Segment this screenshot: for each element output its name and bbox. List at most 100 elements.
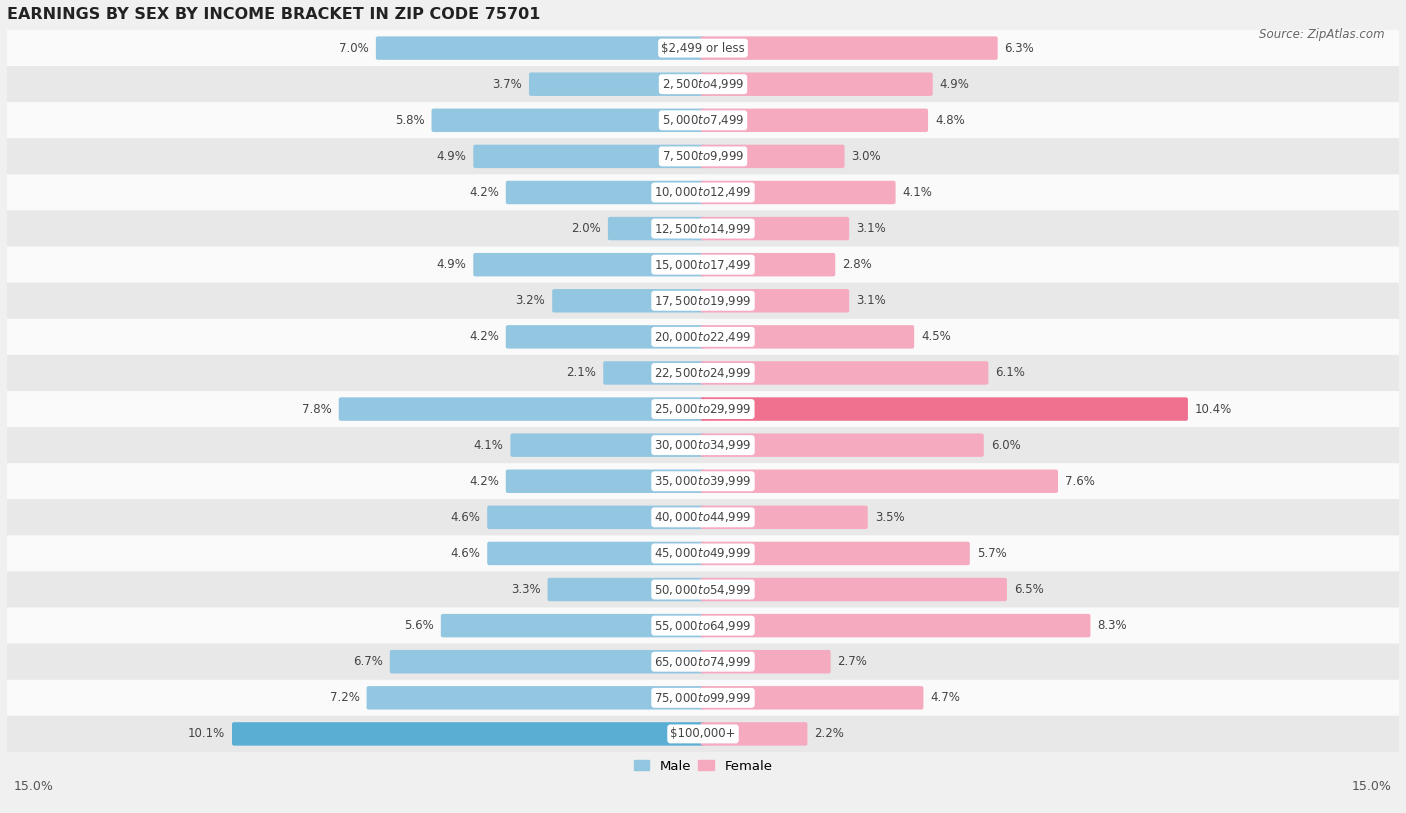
Text: 10.1%: 10.1% [188,728,225,741]
FancyBboxPatch shape [700,578,1007,602]
Text: 3.1%: 3.1% [856,294,886,307]
FancyBboxPatch shape [7,427,1399,463]
Text: 4.2%: 4.2% [470,330,499,343]
Text: 3.2%: 3.2% [516,294,546,307]
Text: $25,000 to $29,999: $25,000 to $29,999 [654,402,752,416]
FancyBboxPatch shape [529,72,706,96]
FancyBboxPatch shape [389,650,706,673]
FancyBboxPatch shape [7,607,1399,644]
Text: Source: ZipAtlas.com: Source: ZipAtlas.com [1260,28,1385,41]
FancyBboxPatch shape [700,614,1091,637]
FancyBboxPatch shape [547,578,706,602]
Text: 8.3%: 8.3% [1098,620,1128,633]
Text: 2.1%: 2.1% [567,367,596,380]
FancyBboxPatch shape [7,102,1399,138]
Text: 2.0%: 2.0% [571,222,600,235]
FancyBboxPatch shape [488,506,706,529]
Text: $50,000 to $54,999: $50,000 to $54,999 [654,583,752,597]
Text: 4.9%: 4.9% [436,259,467,272]
FancyBboxPatch shape [700,541,970,565]
Text: 6.3%: 6.3% [1005,41,1035,54]
FancyBboxPatch shape [700,145,845,168]
Text: 2.8%: 2.8% [842,259,872,272]
Text: 4.6%: 4.6% [450,511,481,524]
Text: $7,500 to $9,999: $7,500 to $9,999 [662,150,744,163]
Text: $2,500 to $4,999: $2,500 to $4,999 [662,77,744,91]
FancyBboxPatch shape [7,30,1399,66]
FancyBboxPatch shape [506,180,706,204]
Text: 7.0%: 7.0% [339,41,368,54]
Text: $2,499 or less: $2,499 or less [661,41,745,54]
FancyBboxPatch shape [7,391,1399,427]
Text: $100,000+: $100,000+ [671,728,735,741]
FancyBboxPatch shape [700,506,868,529]
FancyBboxPatch shape [700,253,835,276]
FancyBboxPatch shape [553,289,706,312]
Text: 4.6%: 4.6% [450,547,481,560]
FancyBboxPatch shape [700,650,831,673]
Text: 5.6%: 5.6% [404,620,434,633]
FancyBboxPatch shape [700,470,1057,493]
FancyBboxPatch shape [700,722,807,746]
Text: 4.5%: 4.5% [921,330,950,343]
Text: 2.2%: 2.2% [814,728,844,741]
Text: $10,000 to $12,499: $10,000 to $12,499 [654,185,752,199]
Text: 6.0%: 6.0% [991,439,1021,452]
FancyBboxPatch shape [7,572,1399,607]
FancyBboxPatch shape [700,361,988,385]
FancyBboxPatch shape [7,175,1399,211]
Text: $20,000 to $22,499: $20,000 to $22,499 [654,330,752,344]
Text: 3.0%: 3.0% [852,150,882,163]
FancyBboxPatch shape [700,217,849,241]
FancyBboxPatch shape [700,289,849,312]
Text: $45,000 to $49,999: $45,000 to $49,999 [654,546,752,560]
Text: $55,000 to $64,999: $55,000 to $64,999 [654,619,752,633]
Text: 7.8%: 7.8% [302,402,332,415]
Text: 4.9%: 4.9% [939,78,970,91]
Text: 6.5%: 6.5% [1014,583,1043,596]
Text: $65,000 to $74,999: $65,000 to $74,999 [654,654,752,669]
FancyBboxPatch shape [700,180,896,204]
FancyBboxPatch shape [510,433,706,457]
Text: $30,000 to $34,999: $30,000 to $34,999 [654,438,752,452]
FancyBboxPatch shape [367,686,706,710]
FancyBboxPatch shape [474,253,706,276]
FancyBboxPatch shape [700,109,928,132]
Text: 3.3%: 3.3% [510,583,540,596]
Text: 6.1%: 6.1% [995,367,1025,380]
Text: 10.4%: 10.4% [1195,402,1232,415]
Text: 4.7%: 4.7% [931,691,960,704]
Text: 2.7%: 2.7% [838,655,868,668]
Text: 5.8%: 5.8% [395,114,425,127]
FancyBboxPatch shape [488,541,706,565]
FancyBboxPatch shape [7,211,1399,246]
Text: 3.5%: 3.5% [875,511,904,524]
FancyBboxPatch shape [7,138,1399,175]
Text: $17,500 to $19,999: $17,500 to $19,999 [654,293,752,308]
FancyBboxPatch shape [7,716,1399,752]
Text: 4.9%: 4.9% [436,150,467,163]
Legend: Male, Female: Male, Female [628,754,778,778]
Text: 3.1%: 3.1% [856,222,886,235]
Text: 7.6%: 7.6% [1064,475,1095,488]
Text: $5,000 to $7,499: $5,000 to $7,499 [662,113,744,128]
FancyBboxPatch shape [432,109,706,132]
Text: 15.0%: 15.0% [14,780,53,793]
FancyBboxPatch shape [700,398,1188,421]
FancyBboxPatch shape [700,325,914,349]
FancyBboxPatch shape [441,614,706,637]
FancyBboxPatch shape [7,499,1399,536]
Text: 4.2%: 4.2% [470,475,499,488]
FancyBboxPatch shape [232,722,706,746]
Text: EARNINGS BY SEX BY INCOME BRACKET IN ZIP CODE 75701: EARNINGS BY SEX BY INCOME BRACKET IN ZIP… [7,7,540,22]
Text: $35,000 to $39,999: $35,000 to $39,999 [654,474,752,489]
FancyBboxPatch shape [7,246,1399,283]
Text: 5.7%: 5.7% [977,547,1007,560]
FancyBboxPatch shape [700,72,932,96]
FancyBboxPatch shape [700,37,998,60]
Text: $12,500 to $14,999: $12,500 to $14,999 [654,222,752,236]
Text: 4.1%: 4.1% [474,439,503,452]
FancyBboxPatch shape [603,361,706,385]
FancyBboxPatch shape [506,325,706,349]
Text: 6.7%: 6.7% [353,655,382,668]
